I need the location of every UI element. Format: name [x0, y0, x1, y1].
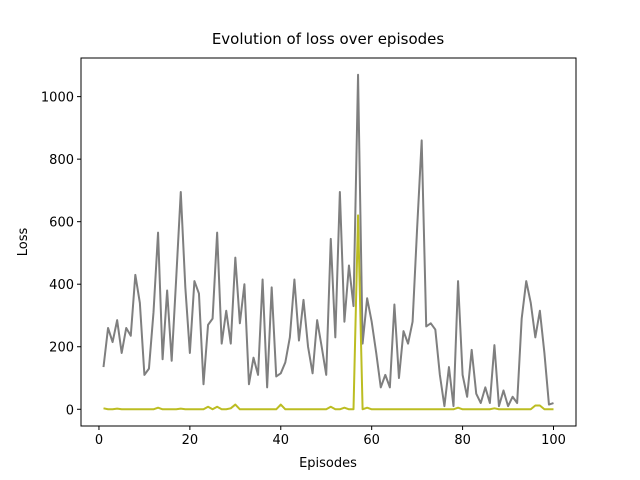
series-line [102, 73, 554, 408]
series-line [103, 214, 554, 411]
x-tick-label: 0 [95, 433, 103, 448]
y-tick-label: 0 [66, 403, 74, 418]
chart-title: Evolution of loss over episodes [212, 30, 445, 48]
x-tick-label: 100 [541, 433, 566, 448]
x-tick-label: 60 [363, 433, 380, 448]
x-tick-label: 20 [182, 433, 199, 448]
x-tick-label: 40 [272, 433, 289, 448]
x-tick-label: 80 [454, 433, 471, 448]
y-tick-label: 800 [49, 153, 74, 168]
y-axis-label: Loss [16, 228, 31, 257]
plot-frame [80, 57, 577, 427]
y-tick-label: 1000 [41, 91, 74, 106]
y-tick-label: 400 [49, 278, 74, 293]
y-tick-label: 200 [49, 341, 74, 356]
x-axis-label: Episodes [299, 456, 357, 471]
y-tick-label: 600 [49, 216, 74, 231]
